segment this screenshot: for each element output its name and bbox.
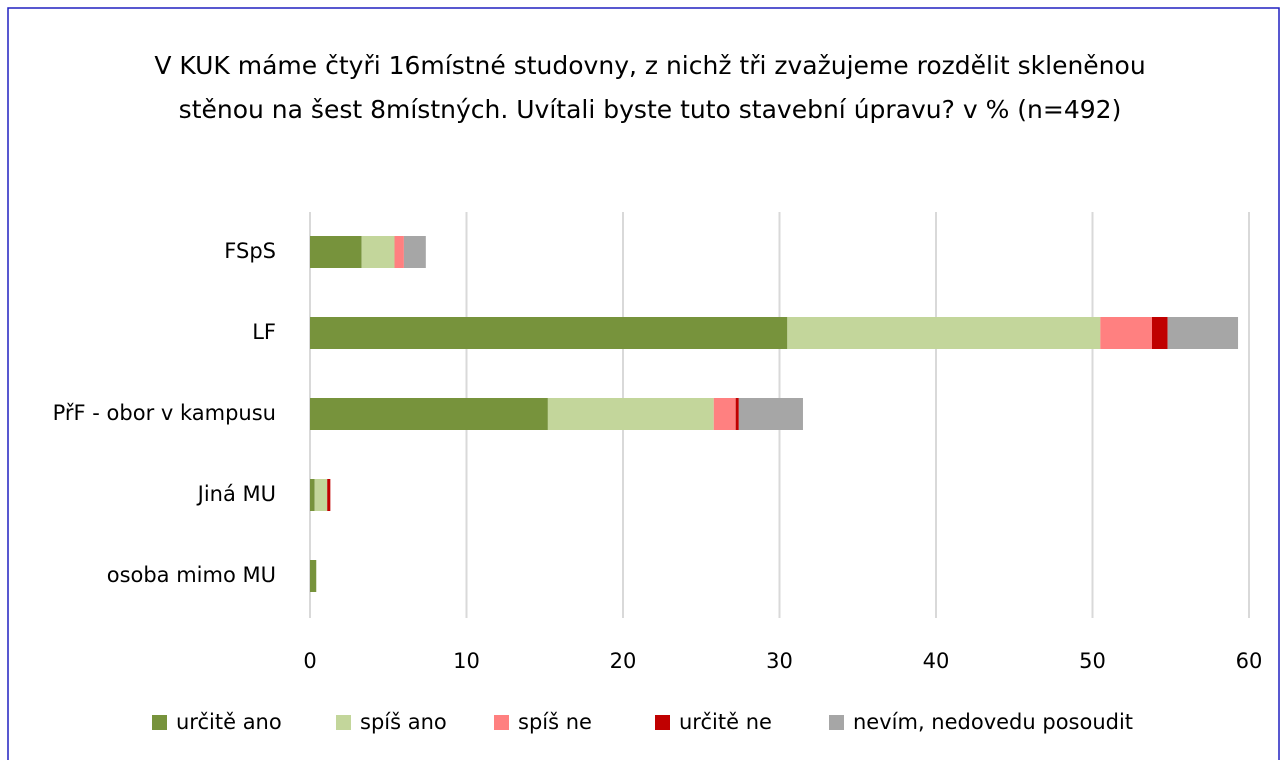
x-tick-label: 10 xyxy=(453,649,480,673)
chart-title: V KUK máme čtyři 16místné studovny, z ni… xyxy=(154,51,1146,124)
x-tick-label: 40 xyxy=(923,649,950,673)
y-tick-label: Jiná MU xyxy=(196,482,276,506)
legend-swatch xyxy=(336,715,351,730)
bar-segment xyxy=(403,236,426,268)
legend-label: spíš ne xyxy=(518,710,592,734)
bar-segment xyxy=(310,398,548,430)
bar-segment xyxy=(310,560,317,592)
frame xyxy=(7,7,1280,760)
bar-segment xyxy=(361,236,395,268)
y-tick-label: osoba mimo MU xyxy=(107,563,276,587)
x-tick-label: 0 xyxy=(303,649,316,673)
bar-segment xyxy=(1167,317,1239,349)
bar-segment xyxy=(547,398,714,430)
y-tick-label: LF xyxy=(252,320,276,344)
legend-swatch xyxy=(494,715,509,730)
x-tick-label: 30 xyxy=(766,649,793,673)
legend-swatch xyxy=(152,715,167,730)
bar-segment xyxy=(310,479,315,511)
bar-segment xyxy=(314,479,328,511)
x-tick-label: 50 xyxy=(1079,649,1106,673)
y-tick-label: FSpS xyxy=(224,239,276,263)
legend-label: určitě ne xyxy=(679,710,772,734)
bar-segment xyxy=(787,317,1101,349)
bar-segment xyxy=(310,236,362,268)
x-tick-label: 20 xyxy=(610,649,637,673)
bar-segment xyxy=(735,398,739,430)
legend-label: spíš ano xyxy=(360,710,447,734)
legend-label: určitě ano xyxy=(176,710,282,734)
bar-segment xyxy=(327,479,331,511)
bar-segment xyxy=(310,317,788,349)
bar-segment xyxy=(1100,317,1152,349)
legend-swatch xyxy=(655,715,670,730)
x-tick-label: 60 xyxy=(1236,649,1263,673)
y-tick-label: PřF - obor v kampusu xyxy=(53,401,276,425)
bar-segment xyxy=(738,398,803,430)
legend-swatch xyxy=(829,715,844,730)
bar-segment xyxy=(394,236,404,268)
legend-label: nevím, nedovedu posoudit xyxy=(853,710,1133,734)
bar-segment xyxy=(1151,317,1168,349)
bar-segment xyxy=(713,398,736,430)
